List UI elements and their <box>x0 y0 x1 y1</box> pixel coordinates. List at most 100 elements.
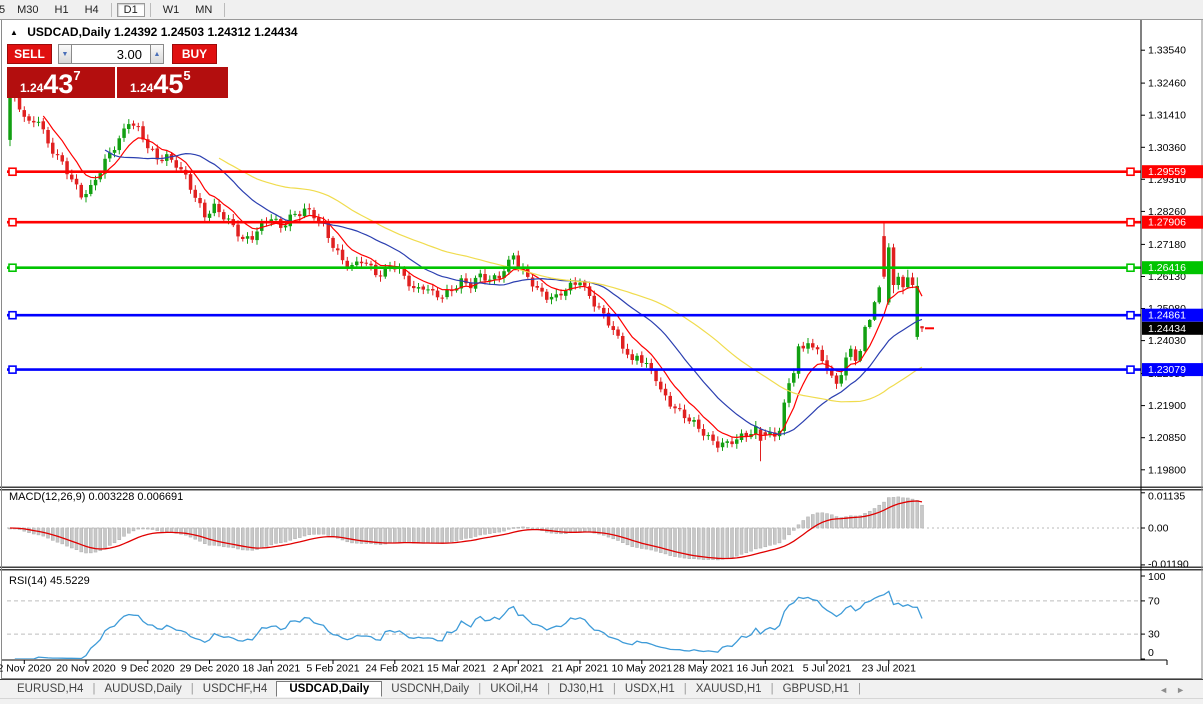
panel-separators[interactable] <box>0 486 1203 571</box>
candle <box>146 139 150 149</box>
price-axis-label: 1.20850 <box>1148 432 1186 444</box>
sell-button[interactable]: SELL <box>7 44 52 64</box>
candle <box>868 320 872 327</box>
candle <box>616 329 620 336</box>
line-handle[interactable] <box>1126 310 1135 320</box>
candle <box>687 417 691 422</box>
toolbar-separator <box>149 2 151 17</box>
rsi-axis-label: 30 <box>1148 629 1160 641</box>
tab-divider: | <box>92 683 96 695</box>
candle <box>901 276 905 288</box>
date-label: 28 May 2021 <box>673 663 734 675</box>
buy-price-panel[interactable]: 1.24 45 5 <box>117 67 228 98</box>
tab-scroll-arrows: ◄► <box>1159 685 1193 695</box>
line-handle[interactable] <box>1126 217 1135 227</box>
candle <box>549 296 554 300</box>
candle <box>792 373 796 383</box>
price-axis-label: 1.19800 <box>1148 464 1186 476</box>
date-label: 24 Feb 2021 <box>365 663 424 675</box>
candle <box>160 159 164 162</box>
sell-price-panel[interactable]: 1.24 43 7 <box>7 67 115 98</box>
line-handle[interactable] <box>8 310 17 320</box>
timeframe-button-MN[interactable]: MN <box>195 3 213 16</box>
tab-xauusd-h1[interactable]: XAUUSD,H1 <box>695 683 762 695</box>
line-handle[interactable] <box>8 263 17 273</box>
candle <box>858 351 862 361</box>
volume-increase-button[interactable]: ▲ <box>150 44 164 64</box>
volume-decrease-button[interactable]: ▼ <box>58 44 72 64</box>
candle <box>236 224 240 237</box>
line-handle[interactable] <box>1126 167 1135 177</box>
candle <box>421 286 425 290</box>
tab-usdcad-daily[interactable]: USDCAD,Daily <box>276 681 383 697</box>
candle <box>46 130 50 144</box>
buy-button[interactable]: BUY <box>172 44 217 64</box>
candle <box>573 282 577 285</box>
tab-usdx-h1[interactable]: USDX,H1 <box>624 683 675 695</box>
candle <box>450 290 454 292</box>
price-axis-label: 1.28260 <box>1148 206 1186 218</box>
candle <box>863 326 867 351</box>
tab-scroll-right-icon[interactable]: ► <box>1176 685 1193 695</box>
tab-ukoil-h4[interactable]: UKOil,H4 <box>490 683 539 695</box>
candle <box>635 355 639 361</box>
rsi-line <box>14 590 923 659</box>
candle <box>659 381 663 390</box>
chart-background[interactable] <box>0 19 1203 679</box>
candle <box>241 236 245 239</box>
time-axis[interactable]: 2 Nov 2020 20 Nov 2020 9 Dec 2020 29 Dec 20… <box>0 660 916 675</box>
line-handle[interactable] <box>8 365 17 374</box>
candle <box>507 259 511 272</box>
candle <box>302 208 307 217</box>
candle <box>350 265 354 267</box>
toolbar-separator <box>224 2 226 17</box>
buy-price-prefix: 1.24 <box>130 81 154 95</box>
tab-usdchf-h4[interactable]: USDCHF,H4 <box>202 683 268 695</box>
tab-gbpusd-h1[interactable]: GBPUSD,H1 <box>782 683 850 695</box>
date-label: 2 Nov 2020 <box>0 663 51 675</box>
candle <box>744 432 748 437</box>
tab-scroll-left-icon[interactable]: ◄ <box>1159 685 1177 695</box>
tab-dj30-h1[interactable]: DJ30,H1 <box>559 683 604 695</box>
candle <box>559 293 563 296</box>
candle <box>673 406 677 409</box>
price-axis[interactable]: 1.335401.324601.314101.303601.293101.282… <box>1141 45 1203 477</box>
candle <box>887 247 891 303</box>
date-label: 10 May 2021 <box>611 663 672 675</box>
timeframe-button-D1[interactable]: D1 <box>116 2 145 17</box>
candle <box>8 92 12 140</box>
candle <box>331 237 335 248</box>
tab-usdcnh-daily[interactable]: USDCNH,Daily <box>391 683 470 695</box>
candle <box>483 274 487 281</box>
candle <box>787 383 791 403</box>
macd-label: MACD(12,26,9) 0.003228 0.006691 <box>9 491 183 503</box>
date-label: 5 Jul 2021 <box>803 663 852 675</box>
candle <box>108 152 112 159</box>
timeframe-button-W1[interactable]: W1 <box>162 3 180 16</box>
timeframe-button-M30[interactable]: M30 <box>17 3 39 16</box>
line-handle[interactable] <box>8 217 17 227</box>
line-handle[interactable] <box>1126 365 1135 374</box>
chart-tab-bar: EURUSD,H4 | AUDUSD,Daily | USDCHF,H4 USDCAD,D… <box>0 679 1203 704</box>
candle <box>36 121 41 123</box>
candle <box>915 285 919 337</box>
collapse-arrow-icon[interactable]: ▲ <box>10 28 18 37</box>
timeframe-button-H1[interactable]: H1 <box>54 3 69 16</box>
volume-input[interactable] <box>72 44 150 64</box>
line-handle[interactable] <box>8 167 17 177</box>
candle <box>711 434 715 441</box>
candle <box>179 167 183 170</box>
level-price-label: 1.26416 <box>1148 262 1186 274</box>
timeframe-button-H4[interactable]: H4 <box>84 3 99 16</box>
candle <box>459 278 463 289</box>
tab-eurusd-h4[interactable]: EURUSD,H4 <box>17 683 84 695</box>
candle <box>834 375 839 384</box>
timeframe-button-5[interactable]: 5 <box>0 3 6 16</box>
tab-audusd-daily[interactable]: AUDUSD,Daily <box>104 683 182 695</box>
candle <box>720 442 725 448</box>
date-label: 9 Dec 2020 <box>121 663 175 675</box>
line-handle[interactable] <box>1126 263 1135 273</box>
sell-price-big: 43 <box>43 69 74 99</box>
candle <box>22 110 26 117</box>
